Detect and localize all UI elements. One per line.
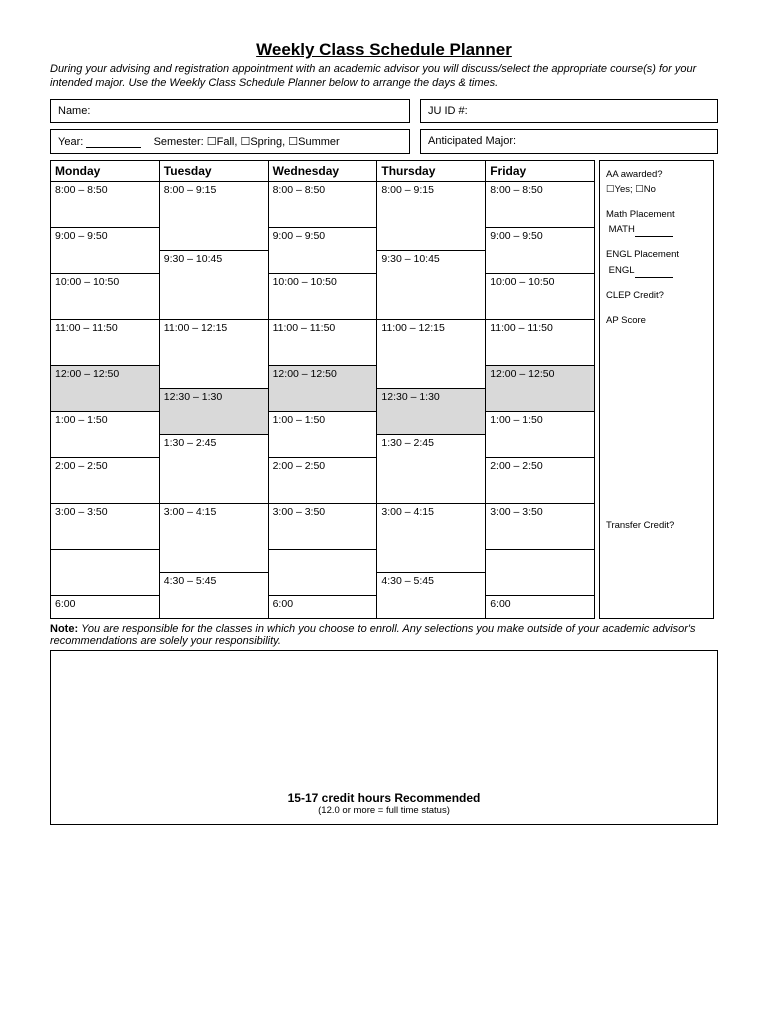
time-slot: 8:00 – 8:50 xyxy=(486,181,595,227)
day-header: Wednesday xyxy=(268,160,377,181)
time-slot: 2:00 – 2:50 xyxy=(268,457,377,503)
time-slot: 9:00 – 9:50 xyxy=(51,227,160,273)
time-slot: 9:30 – 10:45 xyxy=(377,250,486,319)
time-slot: 11:00 – 12:15 xyxy=(159,319,268,388)
page-title: Weekly Class Schedule Planner xyxy=(50,40,718,60)
time-slot: 6:00 xyxy=(51,595,160,618)
time-slot: 8:00 – 8:50 xyxy=(51,181,160,227)
time-slot xyxy=(268,549,377,595)
time-slot: 1:00 – 1:50 xyxy=(486,411,595,457)
time-slot xyxy=(486,549,595,595)
sidebar: AA awarded? ☐Yes; ☐No Math Placement MAT… xyxy=(599,160,714,619)
time-slot: 11:00 – 11:50 xyxy=(486,319,595,365)
main-content: MondayTuesdayWednesdayThursdayFriday8:00… xyxy=(50,160,718,619)
major-field: Anticipated Major: xyxy=(420,129,718,154)
time-slot: 8:00 – 9:15 xyxy=(159,181,268,250)
time-slot: 3:00 – 4:15 xyxy=(377,503,486,572)
schedule-table: MondayTuesdayWednesdayThursdayFriday8:00… xyxy=(50,160,595,619)
time-slot: 1:30 – 2:45 xyxy=(377,434,486,503)
clep-credit: CLEP Credit? xyxy=(606,288,707,303)
time-slot: 11:00 – 11:50 xyxy=(51,319,160,365)
credit-recommendation: 15-17 credit hours Recommended (12.0 or … xyxy=(51,791,717,816)
day-header: Tuesday xyxy=(159,160,268,181)
ap-score: AP Score xyxy=(606,313,707,328)
bottom-box: 15-17 credit hours Recommended (12.0 or … xyxy=(50,650,718,825)
time-slot: 12:30 – 1:30 xyxy=(159,388,268,434)
juid-field: JU ID #: xyxy=(420,99,718,123)
time-slot: 1:30 – 2:45 xyxy=(159,434,268,503)
note: Note: You are responsible for the classe… xyxy=(50,623,718,647)
info-row-2: Year: Semester: ☐Fall, ☐Spring, ☐Summer … xyxy=(50,129,718,154)
time-slot: 10:00 – 10:50 xyxy=(268,273,377,319)
time-slot: 4:30 – 5:45 xyxy=(159,572,268,618)
time-slot: 3:00 – 3:50 xyxy=(486,503,595,549)
time-slot: 6:00 xyxy=(268,595,377,618)
name-field: Name: xyxy=(50,99,410,123)
time-slot: 8:00 – 9:15 xyxy=(377,181,486,250)
time-slot: 8:00 – 8:50 xyxy=(268,181,377,227)
time-slot: 4:30 – 5:45 xyxy=(377,572,486,618)
time-slot: 9:00 – 9:50 xyxy=(268,227,377,273)
time-slot: 12:30 – 1:30 xyxy=(377,388,486,434)
note-label: Note: xyxy=(50,623,78,635)
credit-main: 15-17 credit hours Recommended xyxy=(51,791,717,805)
instructions: During your advising and registration ap… xyxy=(50,62,718,91)
time-slot: 6:00 xyxy=(486,595,595,618)
semester-label: Semester: ☐Fall, ☐Spring, ☐Summer xyxy=(154,136,340,148)
time-slot: 3:00 – 4:15 xyxy=(159,503,268,572)
day-header: Friday xyxy=(486,160,595,181)
time-slot: 9:00 – 9:50 xyxy=(486,227,595,273)
time-slot: 1:00 – 1:50 xyxy=(51,411,160,457)
time-slot: 9:30 – 10:45 xyxy=(159,250,268,319)
math-placement: Math Placement MATH xyxy=(606,207,707,237)
time-slot: 2:00 – 2:50 xyxy=(486,457,595,503)
time-slot: 2:00 – 2:50 xyxy=(51,457,160,503)
time-slot: 12:00 – 12:50 xyxy=(51,365,160,411)
time-slot: 10:00 – 10:50 xyxy=(486,273,595,319)
time-slot: 10:00 – 10:50 xyxy=(51,273,160,319)
time-slot: 12:00 – 12:50 xyxy=(486,365,595,411)
time-slot: 12:00 – 12:50 xyxy=(268,365,377,411)
aa-awarded: AA awarded? ☐Yes; ☐No xyxy=(606,167,707,197)
day-header: Thursday xyxy=(377,160,486,181)
time-slot: 11:00 – 12:15 xyxy=(377,319,486,388)
time-slot: 3:00 – 3:50 xyxy=(268,503,377,549)
year-label: Year: xyxy=(58,136,83,148)
time-slot: 11:00 – 11:50 xyxy=(268,319,377,365)
time-slot: 1:00 – 1:50 xyxy=(268,411,377,457)
time-slot xyxy=(51,549,160,595)
transfer-credit: Transfer Credit? xyxy=(606,518,707,533)
time-slot: 3:00 – 3:50 xyxy=(51,503,160,549)
year-semester-field: Year: Semester: ☐Fall, ☐Spring, ☐Summer xyxy=(50,129,410,154)
credit-sub: (12.0 or more = full time status) xyxy=(51,805,717,816)
day-header: Monday xyxy=(51,160,160,181)
engl-placement: ENGL Placement ENGL xyxy=(606,247,707,277)
year-blank xyxy=(86,147,141,148)
note-body: You are responsible for the classes in w… xyxy=(50,623,696,647)
info-row-1: Name: JU ID #: xyxy=(50,99,718,123)
